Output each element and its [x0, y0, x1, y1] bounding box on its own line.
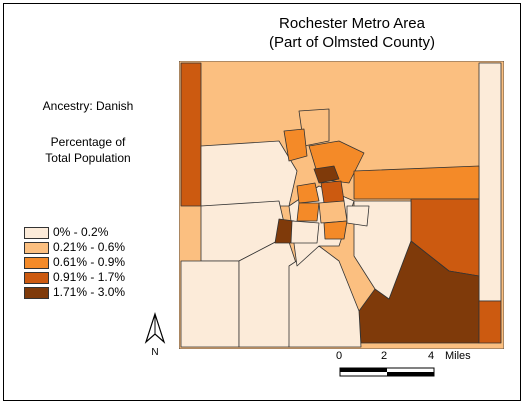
map-region [353, 165, 480, 200]
north-label: N [151, 347, 158, 358]
legend-swatch [24, 226, 49, 239]
measure-line-1: Percentage of [50, 135, 126, 149]
legend-item: 0.21% - 0.6% [24, 240, 125, 255]
title-line-1: Rochester Metro Area [279, 15, 425, 32]
legend-swatch [24, 286, 49, 299]
map-region [290, 220, 320, 244]
map-region [180, 62, 202, 207]
map-region [353, 200, 412, 300]
map-region [318, 200, 348, 224]
map-region [323, 220, 348, 240]
map-region [296, 202, 320, 222]
legend-item: 1.71% - 3.0% [24, 285, 125, 300]
legend-label: 0.21% - 0.6% [53, 240, 126, 254]
legend-item: 0% - 0.2% [24, 225, 125, 240]
scale-tick-2: 2 [381, 350, 388, 362]
legend-label: 0.61% - 0.9% [53, 255, 126, 269]
scale-tick-0: 0 [336, 350, 343, 362]
legend-label: 1.71% - 3.0% [53, 285, 126, 299]
legend-swatch [24, 271, 49, 284]
scale-bar: 0 2 4 Miles [330, 350, 500, 380]
map-region [200, 140, 298, 207]
map-region [313, 165, 340, 184]
scale-unit: Miles [445, 350, 471, 362]
north-arrow-icon: N [144, 312, 166, 358]
title-line-2: (Part of Olmsted County) [269, 34, 435, 51]
map-region [283, 128, 308, 162]
legend: 0% - 0.2% 0.21% - 0.6% 0.61% - 0.9% 0.91… [24, 225, 125, 300]
map-region [296, 182, 320, 204]
scale-tick-4: 4 [428, 350, 435, 362]
map-title: Rochester Metro Area (Part of Olmsted Co… [182, 14, 522, 52]
map-region [180, 260, 240, 348]
legend-swatch [24, 256, 49, 269]
legend-swatch [24, 241, 49, 254]
legend-item: 0.91% - 1.7% [24, 270, 125, 285]
map-region [320, 180, 345, 204]
legend-item: 0.61% - 0.9% [24, 255, 125, 270]
measure-label: Percentage of Total Population [8, 134, 168, 166]
scale-graphic [339, 367, 435, 377]
map-region [346, 205, 370, 227]
measure-line-2: Total Population [45, 151, 131, 165]
map-region [478, 300, 502, 344]
legend-label: 0.91% - 1.7% [53, 270, 126, 284]
legend-label: 0% - 0.2% [53, 225, 109, 239]
ancestry-label: Ancestry: Danish [42, 99, 134, 113]
map-frame [3, 3, 521, 401]
map-region [478, 62, 502, 302]
choropleth-map [179, 61, 504, 349]
